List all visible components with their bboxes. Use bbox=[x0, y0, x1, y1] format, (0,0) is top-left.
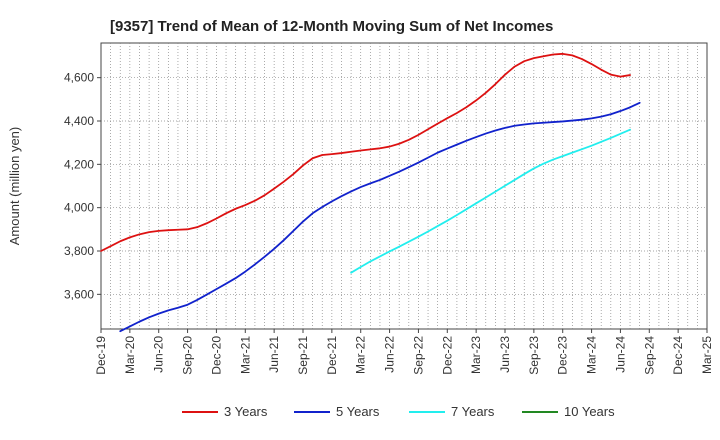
y-tick-label: 4,600 bbox=[64, 71, 94, 85]
legend: 3 Years 5 Years 7 Years 10 Years bbox=[182, 404, 615, 419]
x-tick-label: Jun-22 bbox=[383, 336, 397, 373]
x-tick-label: Dec-21 bbox=[325, 336, 339, 375]
x-tick-label: Mar-23 bbox=[469, 336, 483, 374]
x-tick-label: Mar-25 bbox=[700, 336, 714, 374]
x-tick-label: Dec-19 bbox=[94, 336, 108, 375]
x-tick-label: Jun-21 bbox=[267, 336, 281, 373]
x-tick-label: Jun-23 bbox=[498, 336, 512, 373]
legend-label: 10 Years bbox=[564, 404, 615, 419]
grid-horizontal bbox=[101, 77, 707, 295]
y-tick-label: 4,000 bbox=[64, 201, 94, 215]
x-tick-label: Mar-21 bbox=[238, 336, 252, 374]
x-tick-label: Sep-21 bbox=[296, 336, 310, 375]
x-tick-label: Jun-24 bbox=[613, 336, 627, 373]
series-lines bbox=[100, 52, 641, 333]
x-tick-label: Dec-20 bbox=[209, 336, 223, 375]
x-tick-label: Dec-24 bbox=[671, 336, 685, 375]
x-tick-label: Jun-20 bbox=[152, 336, 166, 373]
y-tick-label: 3,600 bbox=[64, 287, 94, 301]
series-line bbox=[100, 52, 631, 252]
legend-label: 7 Years bbox=[451, 404, 495, 419]
series-line bbox=[350, 128, 631, 274]
x-tick-label: Mar-20 bbox=[123, 336, 137, 374]
x-tick-label: Sep-23 bbox=[527, 336, 541, 375]
x-tick-label: Mar-22 bbox=[354, 336, 368, 374]
y-axis-ticks: 3,600 3,800 4,000 4,200 4,400 4,600 bbox=[64, 71, 101, 301]
x-tick-label: Sep-20 bbox=[181, 336, 195, 375]
x-tick-label: Sep-22 bbox=[411, 336, 425, 375]
series-line bbox=[119, 101, 641, 333]
plot-area bbox=[100, 42, 708, 330]
x-tick-label: Dec-23 bbox=[556, 336, 570, 375]
x-tick-label: Sep-24 bbox=[642, 336, 656, 375]
chart-title: [9357] Trend of Mean of 12-Month Moving … bbox=[110, 18, 553, 35]
legend-label: 3 Years bbox=[224, 404, 268, 419]
x-tick-label: Mar-24 bbox=[585, 336, 599, 374]
y-tick-label: 4,200 bbox=[64, 157, 94, 171]
y-axis-label: Amount (million yen) bbox=[7, 127, 22, 246]
x-tick-label: Dec-22 bbox=[440, 336, 454, 375]
y-tick-label: 4,400 bbox=[64, 114, 94, 128]
legend-label: 5 Years bbox=[336, 404, 380, 419]
y-tick-label: 3,800 bbox=[64, 244, 94, 258]
x-axis-ticks: Dec-19 Mar-20 Jun-20 Sep-20 Dec-20 Mar-21 Jun-… bbox=[94, 329, 714, 375]
